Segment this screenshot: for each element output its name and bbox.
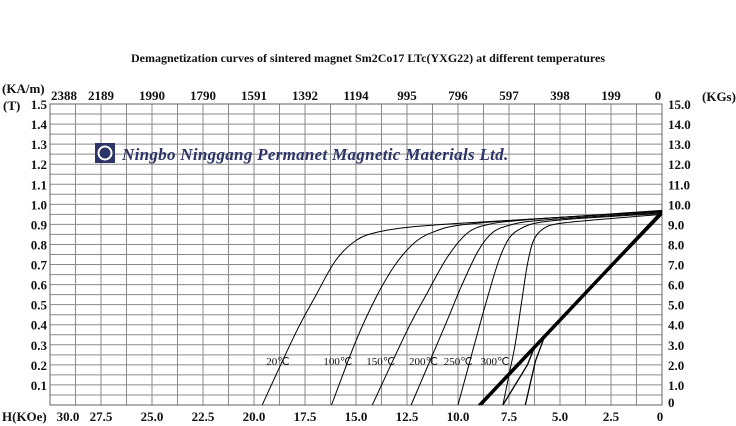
top-tick-label: 1194 — [343, 88, 369, 103]
x-tick-label: 2.5 — [603, 409, 620, 424]
top-tick-label: 597 — [499, 88, 519, 103]
y2-tick-label: 2.0 — [668, 358, 684, 373]
x-axis-label: H(KOe) — [2, 409, 47, 424]
normal-curve-normal-300 — [524, 213, 663, 406]
x-tick-label: 7.5 — [501, 409, 518, 424]
y2-tick-label: 9.0 — [668, 217, 684, 232]
y-tick-label: 0.7 — [31, 258, 48, 273]
x-tick-label: 30.0 — [57, 409, 80, 424]
temperature-label: 20℃ — [266, 356, 289, 368]
temperature-label: 200℃ — [409, 356, 438, 368]
x-tick-label: 22.5 — [192, 409, 215, 424]
intrinsic-curve-4 — [457, 212, 663, 406]
y-tick-label: 0.2 — [31, 358, 47, 373]
company-logo-mark — [97, 145, 113, 161]
intrinsic-curve-2 — [371, 210, 663, 406]
y-tick-label: 0.5 — [31, 298, 48, 313]
watermark: Ningbo Ninggang Permanet Magnetic Materi… — [95, 143, 509, 164]
top-axis-unit: (KA/m) — [2, 81, 45, 96]
y2-tick-label: 14.0 — [668, 117, 691, 132]
x-tick-label: 20.0 — [243, 409, 266, 424]
y-axis-unit: (T) — [3, 98, 20, 113]
y2-tick-label: 4.0 — [668, 318, 684, 333]
top-tick-label: 796 — [448, 88, 468, 103]
y2-tick-label: 8.0 — [668, 237, 684, 252]
y2-tick-label: 11.0 — [668, 177, 690, 192]
temperature-label: 250℃ — [444, 356, 473, 368]
top-tick-label: 2189 — [88, 88, 115, 103]
intrinsic-curve-3 — [410, 211, 663, 406]
temperature-label: 300℃ — [480, 356, 509, 368]
top-tick-label: 398 — [550, 88, 570, 103]
y-tick-label: 1.5 — [31, 97, 48, 112]
top-tick-label: 1591 — [241, 88, 267, 103]
curves: 20℃ 100℃ 150℃ 200℃ 250℃ 300℃ — [261, 209, 663, 406]
watermark-text: Ningbo Ninggang Permanet Magnetic Materi… — [121, 145, 509, 164]
top-tick-label: 0 — [655, 88, 662, 103]
y-tick-label: 1.0 — [31, 197, 47, 212]
top-tick-label: 1392 — [292, 88, 318, 103]
y2-tick-label: 12.0 — [668, 157, 691, 172]
y-tick-label: 0.3 — [31, 338, 48, 353]
y2-tick-label: 15.0 — [668, 97, 691, 112]
x-tick-label: 25.0 — [141, 409, 164, 424]
y2-tick-label: 13.0 — [668, 137, 691, 152]
y-tick-label: 1.4 — [31, 117, 48, 132]
x-tick-label: 17.5 — [294, 409, 317, 424]
temperature-label: 100℃ — [323, 356, 352, 368]
y-tick-label: 0.9 — [31, 217, 48, 232]
normal-curve-normal-20 — [477, 209, 663, 406]
x-tick-label: 27.5 — [90, 409, 113, 424]
y-tick-label: 0.6 — [31, 278, 48, 293]
y2-tick-label: 3.0 — [668, 338, 684, 353]
y2-tick-label: 10.0 — [668, 197, 691, 212]
intrinsic-curve-0 — [261, 209, 663, 406]
top-tick-label: 2388 — [51, 88, 78, 103]
top-tick-label: 995 — [397, 88, 417, 103]
y-tick-label: 0.8 — [31, 237, 48, 252]
x-tick-label: 15.0 — [345, 409, 368, 424]
top-tick-label: 1990 — [139, 88, 165, 103]
y2-tick-label: 5.0 — [668, 298, 684, 313]
plot-frame — [49, 103, 663, 406]
y2-tick-label: 1.0 — [668, 378, 684, 393]
chart-title: Demagnetization curves of sintered magne… — [131, 51, 605, 65]
y-tick-label: 1.2 — [31, 157, 47, 172]
intrinsic-curve-5 — [502, 213, 663, 406]
y2-tick-label: 7.0 — [668, 258, 684, 273]
y2-tick-label: 0 — [668, 395, 675, 410]
y-tick-label: 1.1 — [31, 177, 47, 192]
x-tick-label: 12.5 — [396, 409, 419, 424]
y-tick-label: 0.1 — [31, 378, 47, 393]
x-tick-label: 10.0 — [447, 409, 470, 424]
y2-tick-label: 6.0 — [668, 278, 684, 293]
grid — [49, 103, 663, 406]
top-tick-label: 1790 — [190, 88, 216, 103]
y-tick-label: 1.3 — [31, 137, 48, 152]
temperature-label: 150℃ — [366, 356, 395, 368]
y-tick-label: 0.4 — [31, 318, 48, 333]
tick-labels: 30.0 27.5 25.0 22.5 20.0 17.5 15.0 12.5 10.0 7.5 5… — [31, 88, 691, 424]
x-tick-label: 5.0 — [552, 409, 568, 424]
normal-curve-normal-250 — [502, 212, 663, 406]
top-tick-label: 199 — [601, 88, 621, 103]
x-tick-label: 0 — [657, 409, 664, 424]
y2-axis-unit: (KGs) — [702, 89, 736, 104]
